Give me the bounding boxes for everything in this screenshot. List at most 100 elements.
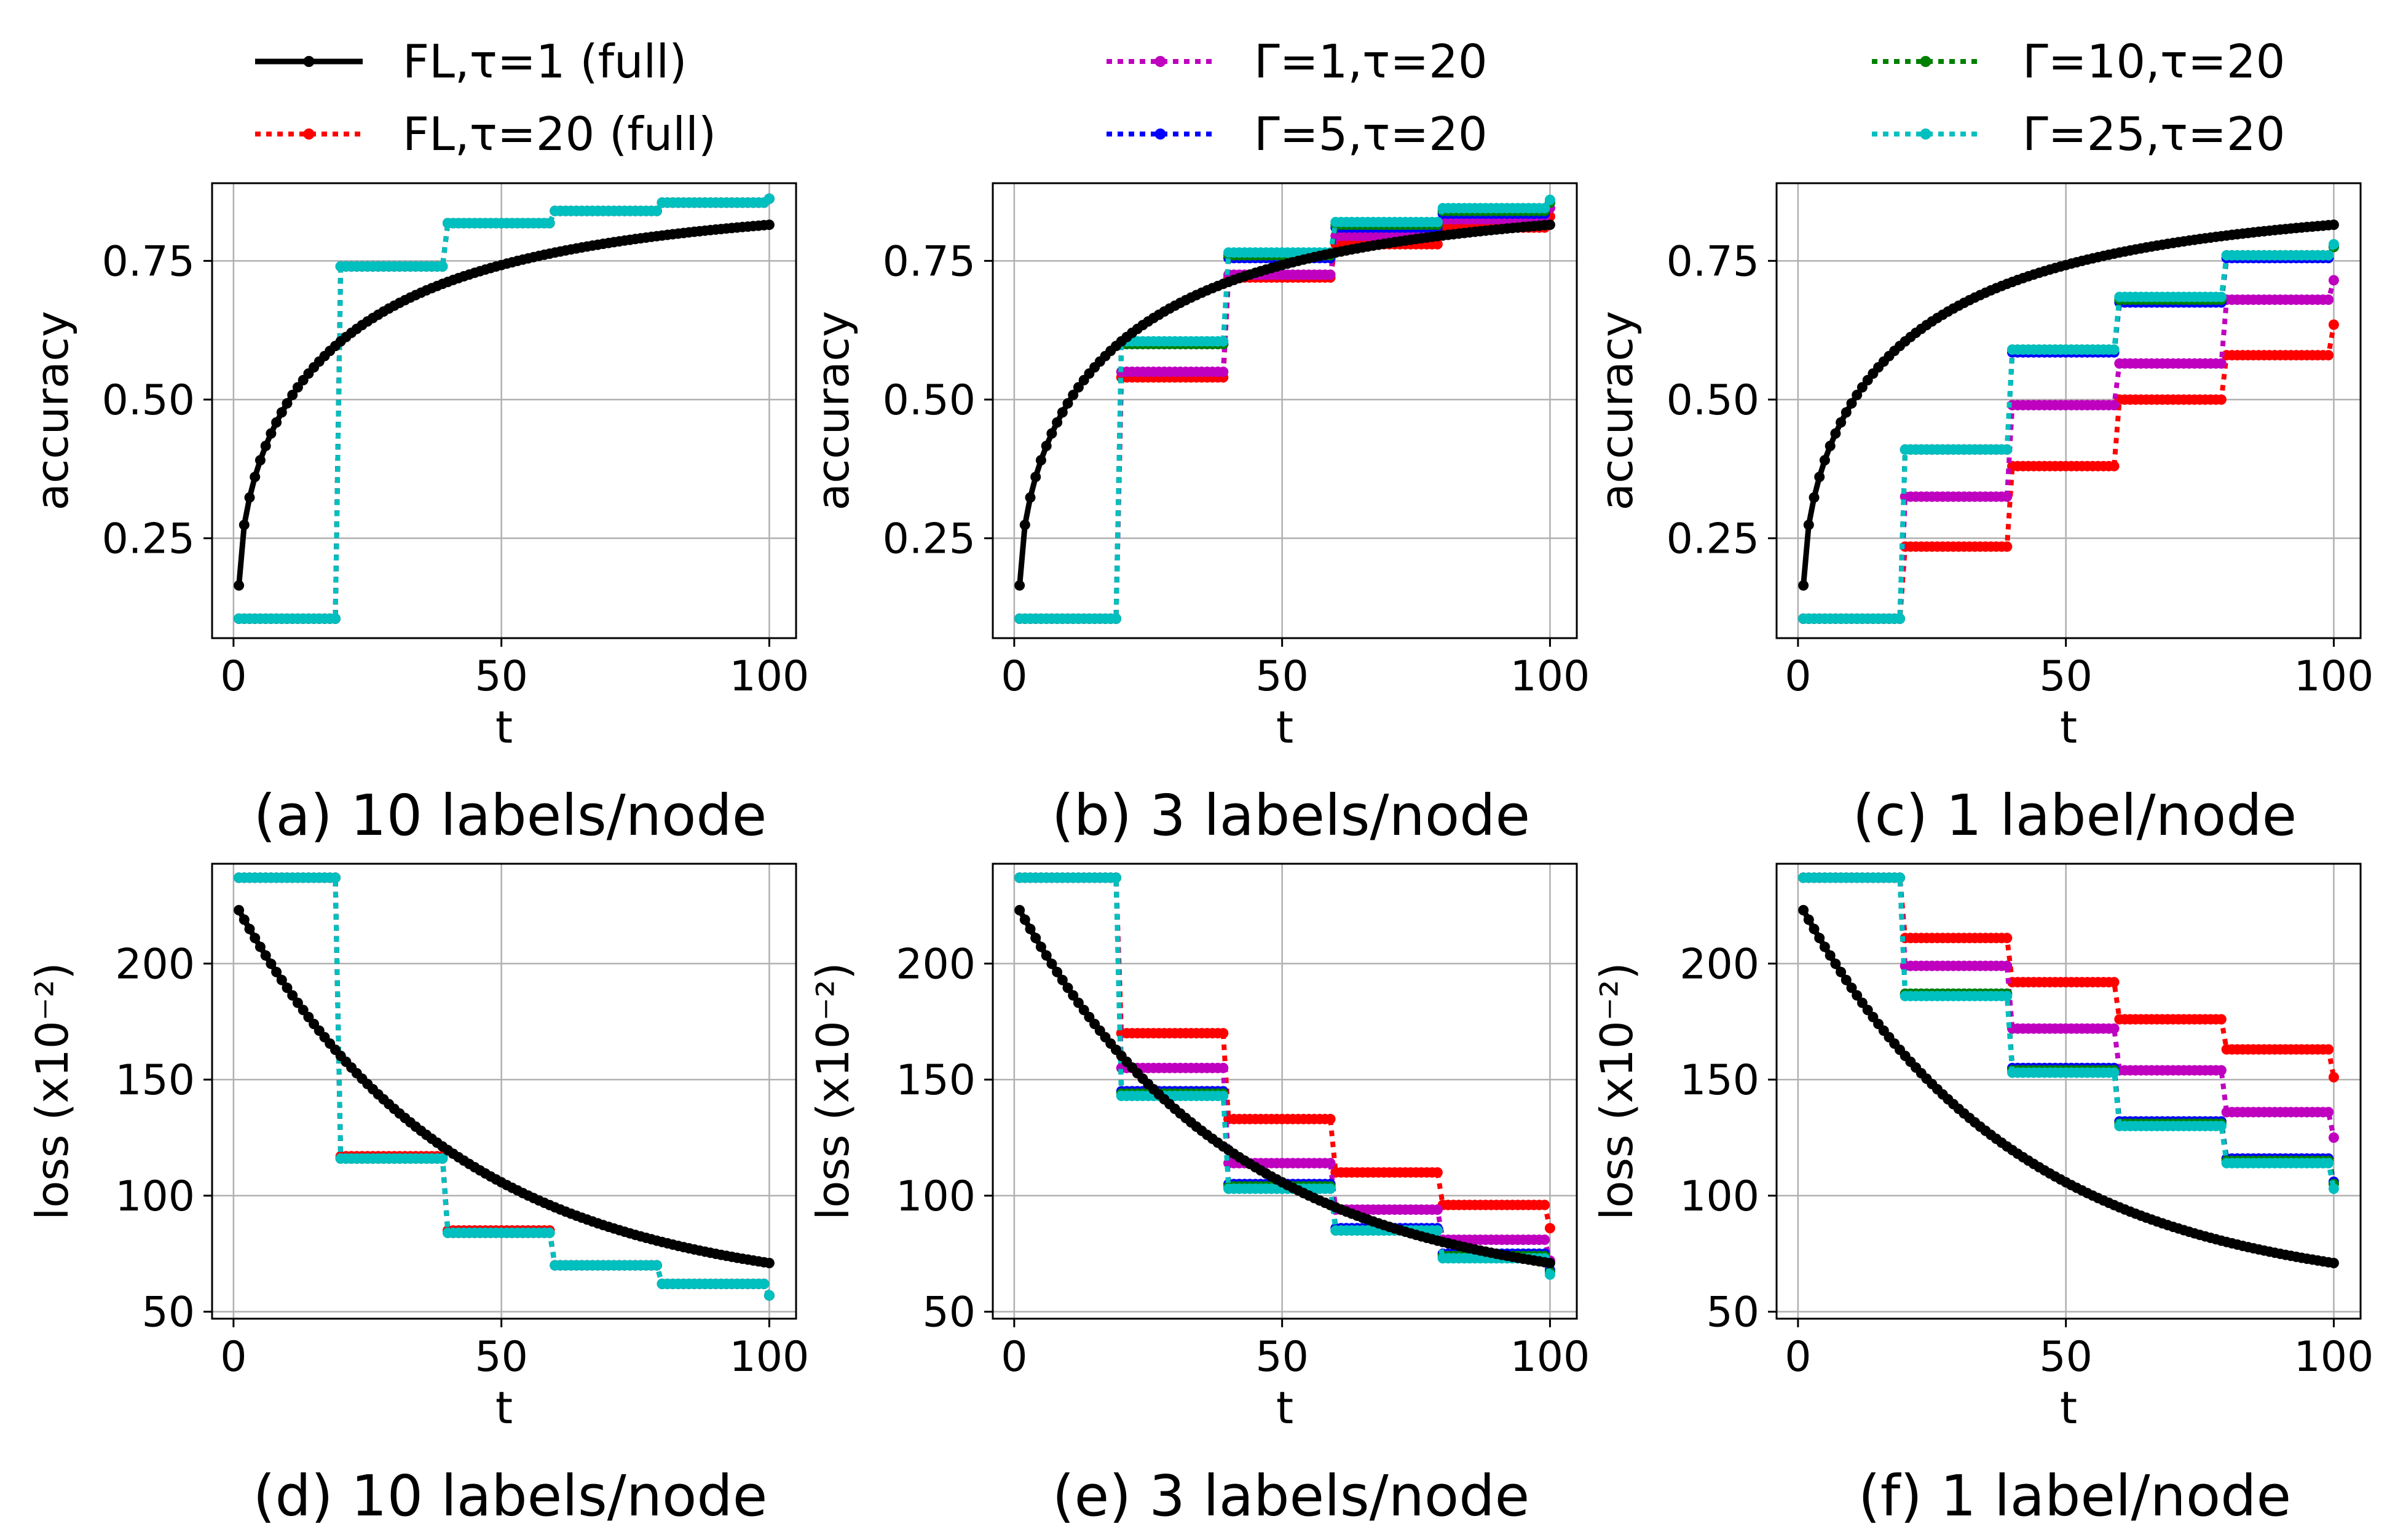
y-tick-label: 0.75 <box>1667 237 1759 286</box>
legend-marker-fl1 <box>303 56 315 67</box>
point-fl1 <box>1062 982 1073 993</box>
point-g25 <box>1544 194 1555 205</box>
point-g25 <box>759 1278 770 1289</box>
subplot-caption: (a) 10 labels/node <box>254 783 767 848</box>
x-tick-label: 0 <box>1001 1333 1027 1381</box>
point-fl1 <box>1035 941 1046 952</box>
y-tick-label: 100 <box>115 1172 195 1221</box>
series-markers-g25 <box>234 872 775 1301</box>
x-tick-label: 0 <box>1001 652 1027 701</box>
legend-entry-fl20: FL,τ=20 (full) <box>255 107 716 161</box>
plot-area <box>234 872 775 1301</box>
point-g1 <box>2002 960 2013 971</box>
point-fl1 <box>1052 417 1063 428</box>
point-fl1 <box>1803 519 1814 531</box>
point-fl20 <box>2328 319 2339 330</box>
legend-entry-fl1: FL,τ=1 (full) <box>255 34 687 89</box>
legend-marker-g5 <box>1154 128 1166 140</box>
point-fl20 <box>1325 1113 1336 1124</box>
point-g25 <box>2323 1158 2334 1169</box>
y-axis-label: loss (x10⁻²) <box>1591 962 1643 1220</box>
point-fl20 <box>2002 933 2013 944</box>
point-fl1 <box>239 519 250 531</box>
legend-label-fl20: FL,τ=20 (full) <box>403 107 716 161</box>
point-fl1 <box>1041 440 1052 451</box>
series-markers-g5 <box>1014 872 1555 1276</box>
series-markers-g1 <box>1798 872 2339 1143</box>
series-markers-fl1 <box>1798 219 2339 591</box>
point-fl1 <box>276 407 287 418</box>
point-g25 <box>2328 239 2339 250</box>
series-markers-g25 <box>1798 872 2339 1194</box>
point-fl1 <box>1057 974 1068 985</box>
point-fl1 <box>266 428 277 439</box>
point-fl20 <box>1218 1028 1229 1039</box>
point-fl1 <box>1846 982 1857 993</box>
point-fl1 <box>1544 219 1555 231</box>
series-markers-fl1 <box>1798 905 2339 1268</box>
point-g25 <box>1325 1183 1336 1194</box>
point-fl20 <box>2328 1072 2339 1083</box>
legend-marker-g1 <box>1154 56 1166 67</box>
point-g25 <box>763 193 775 204</box>
point-fl1 <box>1852 990 1863 1001</box>
y-tick-label: 0.75 <box>102 237 195 286</box>
point-fl1 <box>239 914 250 925</box>
point-fl1 <box>1825 440 1836 451</box>
point-g1 <box>2328 1132 2339 1143</box>
point-fl1 <box>250 472 261 483</box>
y-tick-label: 150 <box>1679 1056 1759 1105</box>
point-fl1 <box>1019 519 1030 531</box>
series-markers-g10 <box>1014 872 1555 1277</box>
series-line-g1 <box>1019 207 1553 622</box>
point-fl1 <box>2328 219 2339 231</box>
point-g1 <box>2323 1107 2334 1118</box>
point-g1 <box>1432 1204 1443 1215</box>
y-tick-label: 200 <box>1679 940 1759 989</box>
legend-entry-g1: Γ=1,τ=20 <box>1107 34 1488 89</box>
x-tick-label: 0 <box>220 652 247 701</box>
x-axis-label: t <box>1276 1382 1293 1434</box>
point-fl1 <box>1841 407 1852 418</box>
point-g25 <box>330 872 341 883</box>
x-tick-label: 0 <box>1785 652 1811 701</box>
axes-frame <box>211 182 797 639</box>
point-fl1 <box>763 1258 775 1268</box>
subplot-caption: (b) 3 labels/node <box>1052 783 1530 848</box>
point-g25 <box>2328 1183 2339 1194</box>
point-fl20 <box>1539 1199 1550 1210</box>
point-g1 <box>2328 275 2339 286</box>
point-fl1 <box>260 950 271 961</box>
point-fl1 <box>1836 966 1847 977</box>
point-g25 <box>2002 990 2013 1001</box>
point-g25 <box>437 261 448 272</box>
legend-marker-g25 <box>1920 128 1931 140</box>
point-g25 <box>544 1227 555 1238</box>
series-markers-g25 <box>234 193 775 624</box>
y-tick-label: 150 <box>115 1056 195 1105</box>
point-fl1 <box>1073 382 1084 393</box>
point-fl1 <box>260 440 271 451</box>
y-tick-label: 50 <box>1706 1289 1759 1337</box>
x-axis-label: t <box>495 1382 513 1434</box>
series-markers-fl1 <box>234 219 775 591</box>
point-g25 <box>1895 872 1905 883</box>
point-fl1 <box>1814 933 1825 944</box>
point-fl1 <box>763 219 775 231</box>
point-fl1 <box>287 990 298 1001</box>
plot-area <box>1014 194 1555 624</box>
point-fl20 <box>2215 1014 2227 1025</box>
series-markers-fl1 <box>1014 905 1555 1268</box>
x-axis-label: t <box>1276 701 1293 753</box>
series-markers-g25 <box>1014 872 1555 1280</box>
point-fl1 <box>1078 1005 1089 1016</box>
series-markers-fl20 <box>1798 872 2339 1083</box>
legend-entry-g10: Γ=10,τ=20 <box>1872 34 2285 89</box>
y-axis-label: loss (x10⁻²) <box>26 962 78 1220</box>
point-fl1 <box>1019 914 1030 925</box>
series-markers-fl1 <box>1014 219 1555 591</box>
point-fl1 <box>1014 580 1025 591</box>
series-markers-g25 <box>1798 239 2339 624</box>
point-g1 <box>2109 1023 2120 1034</box>
series-markers-g10 <box>234 193 775 624</box>
